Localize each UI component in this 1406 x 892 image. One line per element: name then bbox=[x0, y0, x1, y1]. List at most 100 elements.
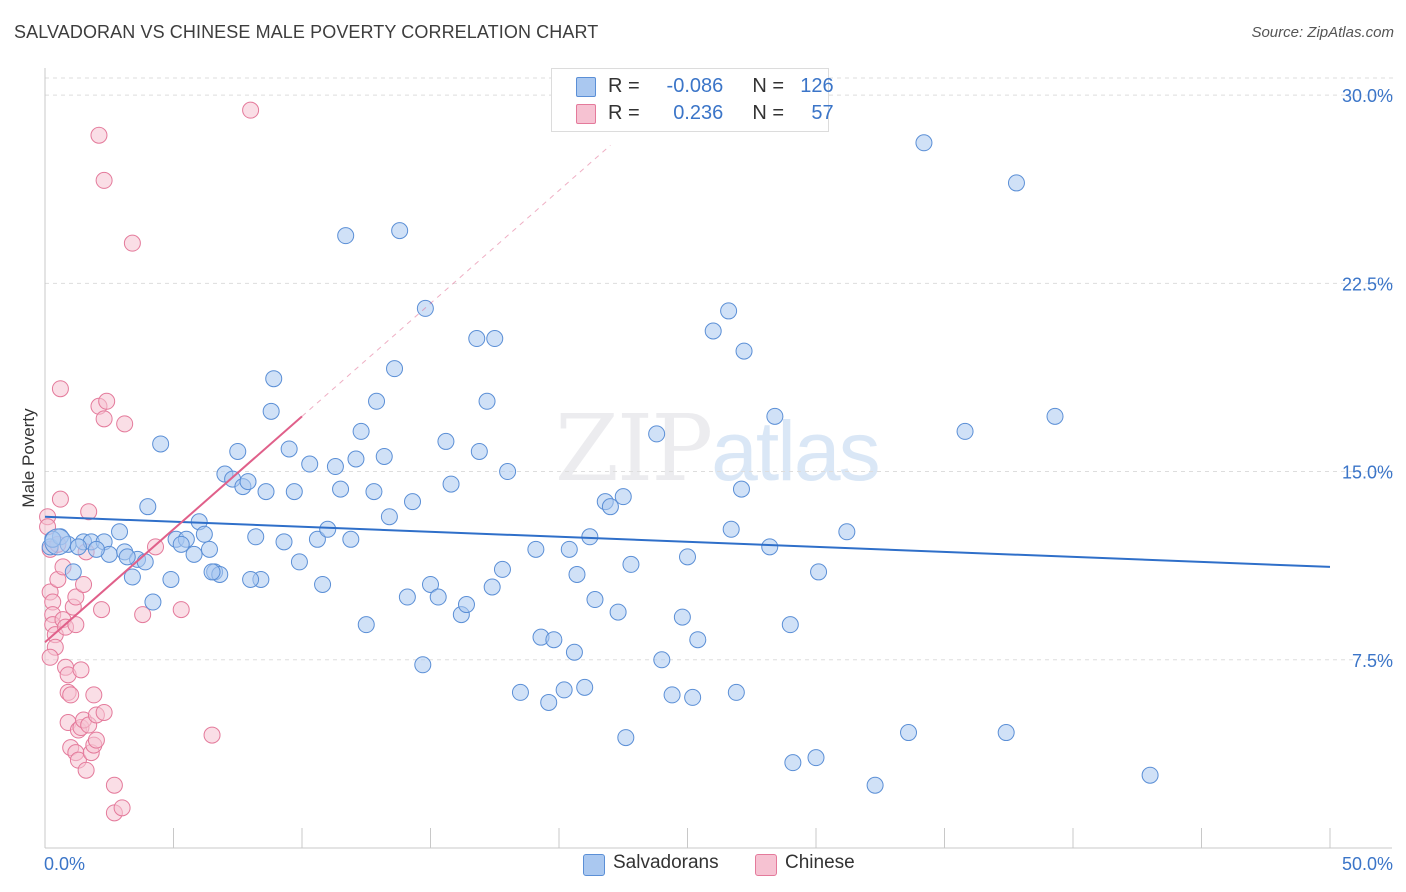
data-point-salvadoran bbox=[429, 588, 447, 606]
data-point-salvadoran bbox=[722, 520, 740, 538]
data-point-salvadoran bbox=[301, 455, 319, 473]
data-point-salvadoran bbox=[663, 686, 681, 704]
data-point-salvadoran bbox=[308, 530, 326, 548]
data-point-chinese bbox=[62, 686, 80, 704]
data-point-salvadoran bbox=[87, 540, 105, 558]
x-tick-label: 50.0% bbox=[1342, 854, 1393, 874]
data-point-salvadoran bbox=[540, 693, 558, 711]
data-point-salvadoran bbox=[319, 520, 337, 538]
data-point-salvadoran bbox=[275, 533, 293, 551]
data-point-salvadoran bbox=[807, 749, 825, 767]
data-point-salvadoran bbox=[375, 447, 393, 465]
data-point-chinese bbox=[123, 234, 141, 252]
data-point-salvadoran bbox=[265, 370, 283, 388]
data-point-salvadoran bbox=[422, 575, 439, 593]
data-point-salvadoran bbox=[347, 450, 365, 468]
trend-line-chinese bbox=[44, 415, 303, 643]
data-point-chinese bbox=[95, 171, 113, 189]
data-point-salvadoran bbox=[470, 442, 488, 460]
data-point-salvadoran bbox=[727, 683, 745, 701]
data-point-salvadoran bbox=[511, 683, 529, 701]
data-point-salvadoran bbox=[285, 483, 303, 501]
data-point-chinese bbox=[172, 601, 190, 619]
data-point-chinese bbox=[41, 648, 59, 666]
data-point-salvadoran bbox=[144, 593, 162, 611]
data-point-salvadoran bbox=[139, 498, 157, 516]
y-tick-label: 22.5% bbox=[1342, 274, 1393, 294]
y-tick-label: 7.5% bbox=[1352, 651, 1393, 671]
data-point-chinese bbox=[51, 490, 69, 508]
data-point-salvadoran bbox=[810, 563, 828, 581]
data-point-salvadoran bbox=[766, 407, 784, 425]
data-point-salvadoran bbox=[203, 563, 221, 581]
salvadoran-points bbox=[41, 134, 1159, 794]
data-point-salvadoran bbox=[609, 603, 627, 621]
data-point-chinese bbox=[87, 731, 105, 749]
trend-line-chinese-extension bbox=[301, 144, 611, 417]
data-point-chinese bbox=[77, 761, 95, 779]
trend-lines bbox=[44, 144, 1331, 643]
data-point-salvadoran bbox=[720, 302, 738, 320]
data-point-salvadoran bbox=[617, 729, 635, 747]
data-point-salvadoran bbox=[44, 528, 72, 556]
data-point-salvadoran bbox=[653, 651, 671, 669]
data-point-salvadoran bbox=[915, 134, 933, 152]
data-point-salvadoran bbox=[136, 553, 154, 571]
source-credit: Source: ZipAtlas.com bbox=[1251, 24, 1394, 41]
data-point-salvadoran bbox=[368, 392, 386, 410]
data-point-salvadoran bbox=[1141, 766, 1159, 784]
data-point-salvadoran bbox=[257, 483, 275, 501]
data-point-salvadoran bbox=[337, 227, 355, 245]
trend-line-salvadorans bbox=[44, 515, 1331, 568]
data-point-salvadoran bbox=[679, 548, 696, 566]
data-point-salvadoran bbox=[673, 608, 691, 626]
legend-n-value: 57 bbox=[811, 102, 834, 124]
y-axis-label: Male Poverty bbox=[19, 408, 38, 508]
legend-r-value: 0.236 bbox=[673, 102, 724, 124]
data-point-salvadoran bbox=[689, 631, 707, 649]
legend-n-label: N = bbox=[752, 75, 785, 97]
data-point-salvadoran bbox=[784, 754, 802, 772]
legend-text-salvadorans: R = -0.086 N = 126 bbox=[608, 75, 834, 98]
data-point-chinese bbox=[75, 575, 93, 593]
data-point-salvadoran bbox=[111, 523, 129, 541]
legend-n-value: 126 bbox=[800, 75, 834, 97]
data-point-chinese bbox=[95, 703, 113, 721]
data-point-salvadoran bbox=[404, 493, 422, 511]
data-point-salvadoran bbox=[648, 425, 666, 443]
axes bbox=[44, 68, 1392, 849]
data-point-salvadoran bbox=[478, 392, 496, 410]
data-point-salvadoran bbox=[118, 548, 136, 566]
chart-title: SALVADORAN VS CHINESE MALE POVERTY CORRE… bbox=[14, 22, 599, 42]
watermark: ZIPatlas bbox=[555, 395, 881, 502]
legend-r-label: R = bbox=[608, 75, 640, 97]
data-point-salvadoran bbox=[468, 330, 486, 348]
data-point-salvadoran bbox=[761, 538, 779, 556]
data-point-chinese bbox=[67, 588, 85, 606]
data-point-salvadoran bbox=[684, 688, 702, 706]
data-point-salvadoran bbox=[483, 578, 501, 596]
legend-r-value: -0.086 bbox=[666, 75, 724, 97]
data-point-salvadoran bbox=[622, 555, 640, 573]
data-point-salvadoran bbox=[997, 724, 1015, 742]
data-point-salvadoran bbox=[499, 463, 517, 481]
y-tick-label: 30.0% bbox=[1342, 86, 1393, 106]
data-point-salvadoran bbox=[123, 568, 141, 586]
data-point-salvadoran bbox=[781, 616, 799, 634]
data-point-chinese bbox=[95, 410, 113, 428]
data-point-chinese bbox=[72, 661, 90, 679]
data-point-salvadoran bbox=[1046, 407, 1064, 425]
data-point-salvadoran bbox=[391, 222, 409, 240]
data-point-chinese bbox=[203, 726, 221, 744]
bottom-label-salvadorans: Salvadorans bbox=[613, 852, 719, 873]
data-point-chinese bbox=[67, 616, 85, 634]
bottom-swatch-pink bbox=[755, 854, 777, 876]
data-point-salvadoran bbox=[457, 596, 475, 614]
data-point-salvadoran bbox=[195, 525, 213, 543]
data-point-chinese bbox=[80, 503, 98, 521]
data-point-salvadoran bbox=[386, 360, 404, 378]
data-point-chinese bbox=[105, 776, 123, 794]
data-point-salvadoran bbox=[442, 475, 460, 493]
data-point-salvadoran bbox=[280, 440, 298, 458]
data-point-salvadoran bbox=[956, 422, 974, 440]
